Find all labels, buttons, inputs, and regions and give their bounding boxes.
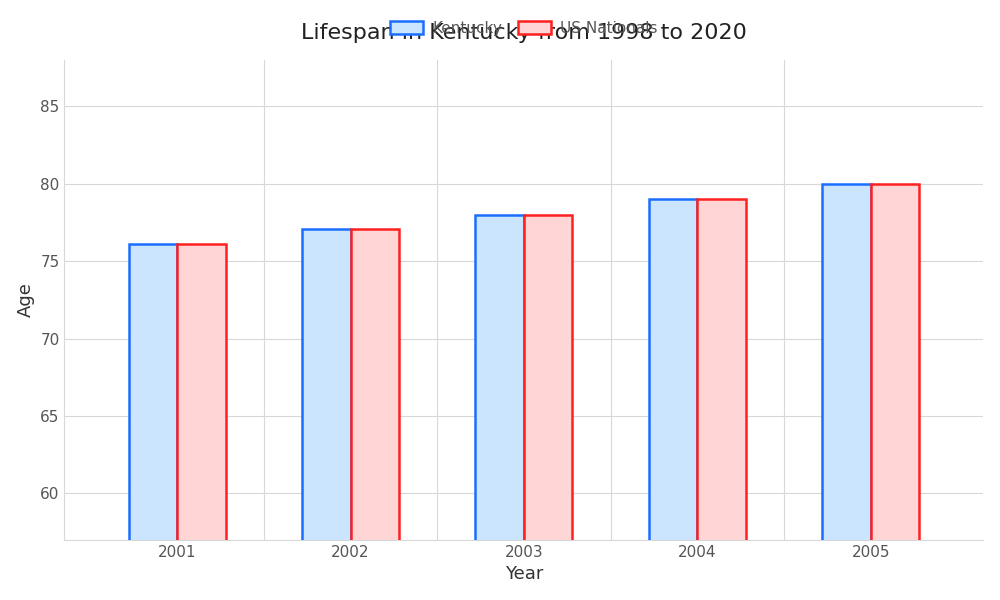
Bar [129, 244, 177, 600]
Bar [475, 215, 524, 600]
Bar [697, 199, 746, 600]
Bar [302, 229, 351, 600]
X-axis label: Year: Year [505, 565, 543, 583]
Legend: Kentucky, US Nationals: Kentucky, US Nationals [384, 14, 664, 42]
Bar [524, 215, 572, 600]
Bar [822, 184, 871, 600]
Title: Lifespan in Kentucky from 1998 to 2020: Lifespan in Kentucky from 1998 to 2020 [301, 23, 747, 43]
Bar [177, 244, 226, 600]
Bar [351, 229, 399, 600]
Bar [649, 199, 697, 600]
Bar [871, 184, 919, 600]
Y-axis label: Age: Age [17, 283, 35, 317]
